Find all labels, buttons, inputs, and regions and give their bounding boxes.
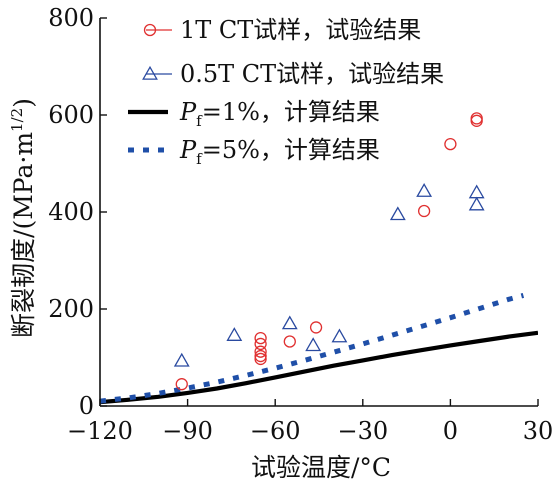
axes: −120 −90 −60 −30 0 30 0 200 400 600 800: [48, 4, 553, 445]
legend-label: 1T CT试样，试验结果: [180, 16, 421, 44]
x-axis-title: 试验温度/°C: [251, 453, 391, 482]
legend-label-rest: =5%，计算结果: [202, 136, 380, 164]
data-point-circle: [309, 321, 323, 334]
data-point-triangle: [468, 196, 485, 211]
data-point-circle: [254, 345, 267, 358]
data-point-triangle: [173, 352, 190, 367]
data-point-circle: [254, 349, 267, 363]
y-axis-title-tail: ): [9, 98, 38, 108]
y-axis-title-main: 断裂韧度/(MPa·m: [9, 132, 38, 338]
series-line-3: [100, 292, 525, 404]
legend-label-rest: =1%，计算结果: [202, 98, 380, 126]
data-point-circle: [254, 352, 267, 366]
data-point-circle: [254, 331, 267, 345]
x-tick-label: 0: [443, 417, 458, 445]
data-point-triangle: [281, 315, 298, 330]
plot-area: [100, 112, 538, 405]
legend-item-3: Pf=5%，计算结果: [128, 136, 380, 168]
data-point-triangle: [305, 337, 322, 352]
legend-label-sub: f: [196, 150, 203, 168]
data-point-circle: [470, 114, 483, 127]
x-tick-label: −30: [337, 417, 388, 445]
y-axis-title-exp: 1/2: [8, 108, 26, 132]
curve-layer: [100, 292, 538, 405]
data-point-triangle: [468, 184, 485, 199]
legend-label: 0.5T CT试样，试验结果: [180, 60, 444, 88]
data-point-triangle: [331, 328, 348, 343]
x-tick-label: 30: [523, 417, 554, 445]
legend-item-0: 1T CT试样，试验结果: [143, 16, 421, 44]
y-axis-title: 断裂韧度/(MPa·m1/2): [8, 98, 38, 338]
legend-item-2: Pf=1%，计算结果: [128, 98, 380, 130]
legend-triangle-icon: [142, 65, 158, 80]
y-tick-label: 600: [48, 101, 94, 129]
y-tick-label: 0: [79, 392, 94, 420]
data-point-circle: [470, 112, 483, 125]
axis-titles: 试验温度/°C 断裂韧度/(MPa·m1/2): [8, 98, 391, 482]
data-point-circle: [444, 137, 457, 151]
point-layer: [173, 112, 485, 391]
data-point-circle: [254, 337, 267, 351]
legend-label-sub: f: [196, 112, 203, 130]
y-tick-label: 800: [48, 4, 94, 32]
data-point-circle: [283, 335, 296, 348]
data-point-triangle: [226, 327, 243, 341]
legend-label-p: P: [179, 136, 197, 164]
data-point-triangle: [416, 183, 433, 197]
data-point-triangle: [389, 206, 406, 221]
legend-label: Pf=1%，计算结果: [179, 98, 380, 130]
y-tick-label: 400: [48, 198, 94, 226]
x-tick-label: −120: [67, 417, 133, 445]
legend-label-p: P: [179, 98, 197, 126]
series-line-2: [100, 330, 538, 405]
legend-circle-icon: [143, 23, 157, 37]
legend-item-1: 0.5T CT试样，试验结果: [142, 60, 444, 88]
data-point-circle: [417, 204, 431, 218]
x-tick-label: −60: [250, 417, 301, 445]
legend-label: Pf=5%，计算结果: [179, 136, 380, 168]
y-tick-label: 200: [48, 295, 94, 323]
data-point-circle: [175, 378, 188, 391]
x-tick-label: −90: [162, 417, 213, 445]
